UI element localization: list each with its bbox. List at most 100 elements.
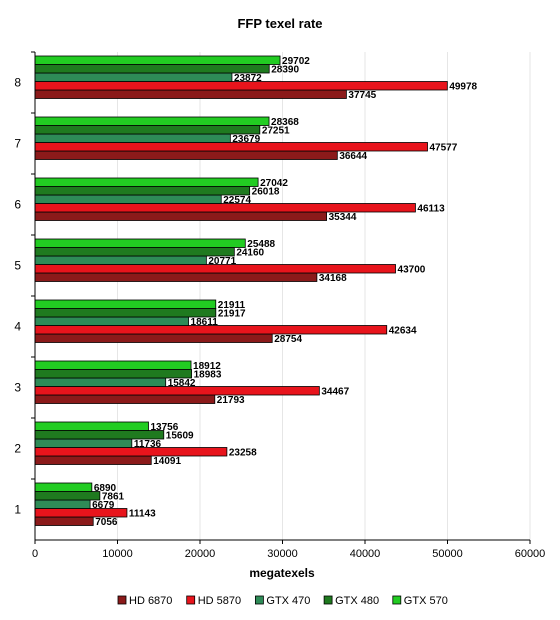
data-label: 23679 xyxy=(232,134,260,145)
category-label: 6 xyxy=(14,198,21,212)
data-label: 36644 xyxy=(339,151,367,162)
bar xyxy=(34,272,318,282)
x-tick-label: 30000 xyxy=(267,548,298,560)
data-label: 18983 xyxy=(194,370,222,381)
data-label: 15609 xyxy=(166,431,194,442)
bars xyxy=(34,55,448,526)
category-label: 2 xyxy=(14,442,21,456)
legend-label: GTX 570 xyxy=(404,595,448,607)
bar xyxy=(34,499,91,509)
data-label: 11736 xyxy=(134,439,162,450)
x-axis-title: megatexels xyxy=(249,566,315,580)
bar xyxy=(34,89,347,99)
bar xyxy=(34,150,338,160)
data-label: 47577 xyxy=(430,143,458,154)
legend-label: HD 6870 xyxy=(129,595,172,607)
data-label: 34467 xyxy=(321,387,349,398)
x-tick-label: 0 xyxy=(32,548,38,560)
data-label: 21917 xyxy=(218,309,246,320)
legend-label: HD 5870 xyxy=(198,595,241,607)
data-label: 42634 xyxy=(389,326,417,337)
data-label: 7056 xyxy=(95,517,118,528)
data-label: 6679 xyxy=(92,500,115,511)
x-tick-label: 50000 xyxy=(432,548,463,560)
bar xyxy=(34,377,167,387)
data-label: 21911 xyxy=(218,300,246,311)
data-label: 49978 xyxy=(449,82,477,93)
data-label: 21793 xyxy=(217,395,245,406)
category-label: 7 xyxy=(14,137,21,151)
data-label: 15842 xyxy=(168,378,196,389)
data-label: 28368 xyxy=(271,117,299,128)
bar xyxy=(34,64,270,74)
legend-swatch xyxy=(117,595,127,605)
bar xyxy=(34,333,273,343)
x-tick-label: 10000 xyxy=(102,548,133,560)
data-label: 28390 xyxy=(271,65,299,76)
bar xyxy=(34,186,251,196)
bar xyxy=(34,194,222,204)
legend-swatch xyxy=(392,595,402,605)
bar xyxy=(34,55,281,65)
data-label: 18611 xyxy=(191,317,219,328)
data-label: 27251 xyxy=(262,126,290,137)
x-tick-label: 60000 xyxy=(515,548,546,560)
bar xyxy=(34,369,193,379)
data-label: 11143 xyxy=(129,509,156,520)
data-label: 14091 xyxy=(153,456,181,467)
bar xyxy=(34,238,246,248)
data-label: 43700 xyxy=(398,265,426,276)
data-label: 6890 xyxy=(94,483,117,494)
data-label: 26018 xyxy=(252,187,280,198)
legend-label: GTX 470 xyxy=(266,595,310,607)
bar xyxy=(34,438,133,448)
bar xyxy=(34,430,165,440)
data-label: 24160 xyxy=(236,248,264,259)
data-label: 25488 xyxy=(247,239,275,250)
bar xyxy=(34,308,217,318)
bar xyxy=(34,211,327,221)
data-label: 20771 xyxy=(208,256,236,267)
x-tick-label: 20000 xyxy=(185,548,216,560)
data-label: 22574 xyxy=(223,195,251,206)
data-label: 23258 xyxy=(229,448,257,459)
legend-swatch xyxy=(254,595,264,605)
bar xyxy=(34,482,93,492)
bar xyxy=(34,394,216,404)
bar xyxy=(34,125,261,135)
bar xyxy=(34,316,189,326)
legend: HD 6870 HD 5870 GTX 470 GTX 480 GTX 570 xyxy=(117,595,448,607)
data-label: 27042 xyxy=(260,178,288,189)
bar xyxy=(34,247,235,257)
legend-label: GTX 480 xyxy=(335,595,379,607)
data-label: 18912 xyxy=(193,361,221,372)
legend-swatch xyxy=(186,595,196,605)
data-label: 7861 xyxy=(102,492,125,503)
data-label: 46113 xyxy=(417,204,445,215)
bar xyxy=(34,360,192,370)
category-label: 1 xyxy=(14,503,21,517)
bar xyxy=(34,299,217,309)
bar xyxy=(34,491,101,501)
category-label: 5 xyxy=(14,259,21,273)
data-label: 13756 xyxy=(150,422,178,433)
chart-title: FFP texel rate xyxy=(237,16,322,31)
bar xyxy=(34,177,259,187)
category-label: 3 xyxy=(14,381,21,395)
category-label: 4 xyxy=(14,320,21,334)
data-label: 35344 xyxy=(329,212,357,223)
axes: 0 10000 20000 30000 40000 50000 60000 1 2 3 4 5 6 7 8 xyxy=(14,51,546,560)
data-label: 23872 xyxy=(234,73,262,84)
bar xyxy=(34,255,207,265)
bar xyxy=(34,421,149,431)
category-label: 8 xyxy=(14,76,21,90)
bar xyxy=(34,516,94,526)
data-label: 29702 xyxy=(282,56,310,67)
legend-swatch xyxy=(323,595,333,605)
data-label: 34168 xyxy=(319,273,347,284)
x-tick-label: 40000 xyxy=(350,548,381,560)
data-label: 28754 xyxy=(274,334,302,345)
bar xyxy=(34,142,428,152)
